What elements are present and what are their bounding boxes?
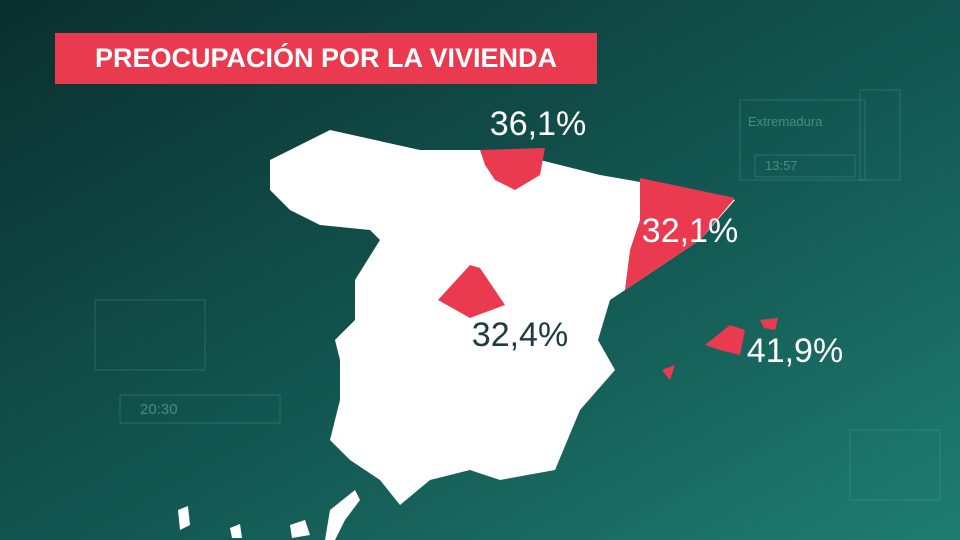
highlighted-regions [438, 148, 778, 380]
title-box [55, 33, 597, 84]
title: PREOCUPACIÓN POR LA VIVIENDA [95, 42, 557, 73]
bg-text: 20:30 [140, 401, 178, 418]
region-label: 41,9% [747, 332, 843, 370]
region-label: 36,1% [490, 105, 586, 143]
region-north [480, 148, 545, 190]
background-texts: Extremadura 13:57 20:30 [140, 114, 823, 418]
bg-text: Extremadura [748, 114, 823, 129]
region-label: 32,4% [472, 316, 568, 354]
region-northeast [625, 178, 735, 290]
region-center [438, 265, 505, 318]
region-label: 32,1% [642, 212, 738, 250]
region-islands [662, 318, 778, 380]
spain-mainland [270, 130, 735, 505]
canary-islands [178, 490, 360, 540]
background-panels [94, 89, 941, 501]
bg-text: 13:57 [765, 158, 798, 173]
